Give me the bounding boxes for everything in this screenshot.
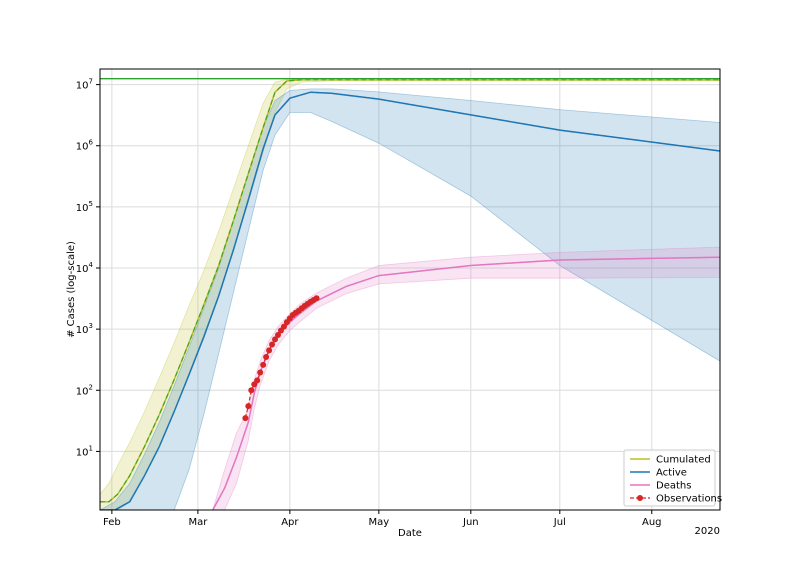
observation-point	[263, 354, 270, 361]
legend: Cumulated Active Deaths Observations	[623, 449, 722, 507]
observation-point	[313, 295, 320, 302]
cumulated-fit-line	[100, 79, 720, 503]
x-tick-label: Mar	[188, 517, 208, 528]
observation-point	[257, 369, 264, 376]
legend-label-deaths: Deaths	[656, 481, 691, 492]
legend-label-cumulated: Cumulated	[656, 455, 711, 466]
y-tick-label: 101	[76, 444, 93, 458]
observation-point	[274, 332, 281, 339]
x-tick-label: Jul	[553, 517, 566, 528]
x-tick-label: Apr	[281, 517, 299, 528]
observation-point	[245, 403, 252, 410]
active-band	[100, 88, 720, 510]
observation-point	[280, 323, 287, 330]
active-fit-line	[100, 91, 720, 510]
deaths-band	[212, 246, 720, 510]
x-tick-label: Aug	[642, 517, 662, 528]
y-tick-label: 105	[76, 200, 93, 214]
observation-point	[248, 387, 255, 394]
observation-markers	[242, 295, 320, 422]
y-tick-label: 104	[76, 261, 94, 275]
observation-point	[242, 415, 249, 422]
x-tick-label: Jun	[462, 517, 479, 528]
plot-frame	[99, 68, 721, 511]
observation-point	[254, 377, 261, 384]
y-tick-label: 102	[76, 383, 93, 397]
x-axis-ticks: Feb Mar Apr May Jun Jul Aug	[103, 510, 662, 528]
x-tick-label: Feb	[103, 517, 121, 528]
legend-label-observations: Observations	[656, 494, 722, 505]
y-axis-ticks: 101 102 103 104 105 106 107	[76, 78, 100, 458]
observation-point	[266, 347, 273, 354]
y-tick-label: 103	[76, 322, 93, 336]
observation-point	[269, 341, 276, 348]
legend-label-active: Active	[656, 468, 687, 479]
observation-point	[260, 361, 267, 368]
year-offset-label: 2020	[695, 526, 720, 537]
y-tick-label: 107	[76, 78, 93, 92]
observation-point	[272, 336, 279, 343]
y-tick-label: 106	[76, 139, 94, 153]
x-axis-label: Date	[398, 528, 422, 539]
grid	[100, 69, 720, 510]
x-tick-label: May	[369, 517, 390, 528]
legend-marker-observations	[637, 495, 643, 501]
y-axis-label: # Cases (log-scale)	[66, 241, 77, 338]
confidence-bands	[100, 78, 720, 510]
legend-box	[623, 449, 716, 507]
